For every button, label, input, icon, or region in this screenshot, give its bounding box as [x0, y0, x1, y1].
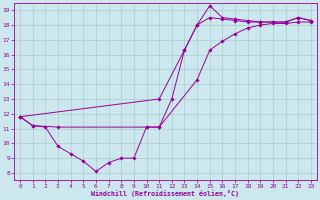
X-axis label: Windchill (Refroidissement éolien,°C): Windchill (Refroidissement éolien,°C)	[92, 190, 239, 197]
